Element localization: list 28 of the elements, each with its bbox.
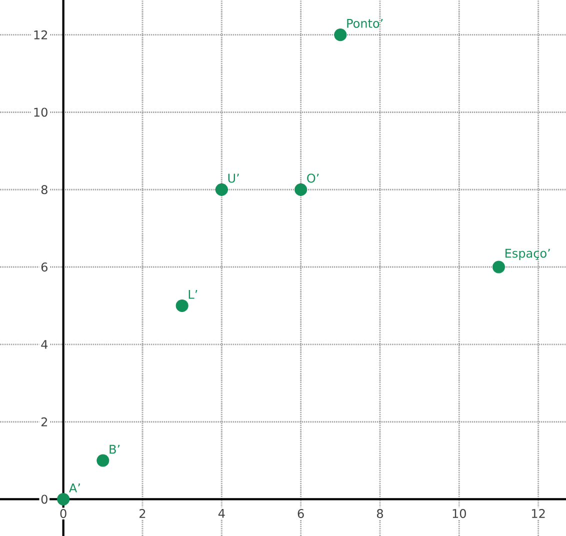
- x-tick-label: 8: [376, 509, 383, 518]
- x-tick-label: 0: [60, 509, 66, 518]
- x-tick-label: 2: [140, 509, 146, 518]
- annotation: L’: [188, 290, 198, 299]
- point: [176, 299, 188, 312]
- point: [334, 28, 347, 42]
- x-tick-label: 10: [452, 509, 466, 518]
- annotation: O’: [307, 174, 319, 183]
- y-tick-label: 12: [34, 30, 48, 40]
- y-tick-label: 10: [34, 108, 48, 117]
- y-tick-label: 0: [41, 494, 48, 504]
- point: [294, 183, 308, 196]
- x-tick-label: 4: [218, 509, 225, 518]
- point: [492, 260, 505, 274]
- point: [57, 492, 70, 506]
- point: [96, 454, 110, 467]
- annotation: B’: [110, 444, 120, 454]
- annotation: A’: [69, 484, 80, 492]
- x-tick-label: 6: [298, 509, 304, 518]
- y-tick-label: 8: [41, 185, 48, 194]
- y-tick-label: 6: [41, 262, 48, 272]
- annotation: Ponto’: [347, 18, 383, 28]
- y-tick-label: 2: [41, 417, 48, 426]
- y-tick-label: 4: [41, 340, 48, 349]
- point: [215, 183, 228, 196]
- annotation: U’: [228, 174, 239, 183]
- x-tick-label: 12: [532, 509, 545, 518]
- annotation: Espaço’: [505, 248, 550, 260]
